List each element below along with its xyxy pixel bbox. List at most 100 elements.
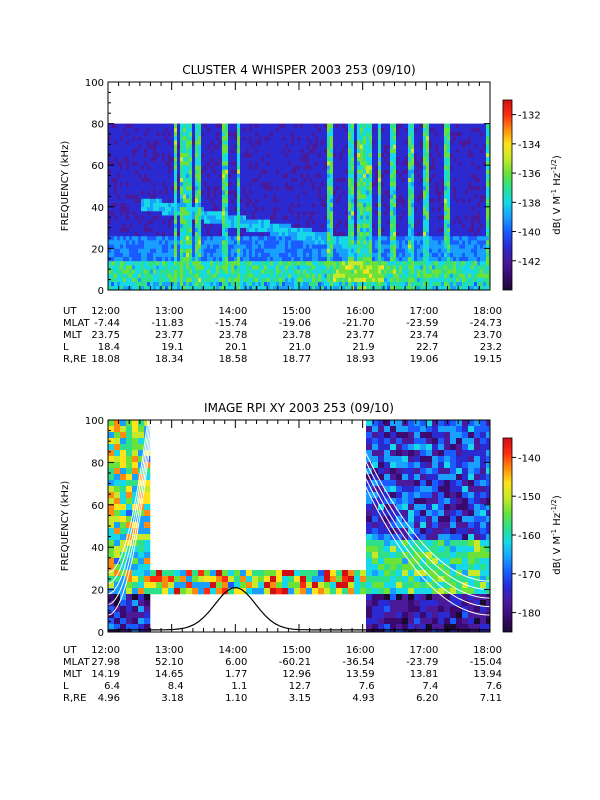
y-axis-label: FREQUENCY (kHz) (60, 481, 71, 572)
colorbar-label-part: ) (552, 155, 563, 159)
spectrogram-area (108, 420, 490, 632)
ephemeris-value: 23.78 (219, 330, 248, 341)
colorbar-label-part: -1/2 (550, 159, 558, 173)
y-tick-label: 80 (91, 120, 104, 131)
ephemeris-value: -60.21 (279, 657, 311, 668)
ephemeris-value: 1.1 (231, 681, 247, 692)
colorbar-label-part: -1/2 (550, 499, 558, 513)
ephemeris-value: 16:00 (346, 645, 375, 656)
ephemeris-row-label: MLAT (63, 657, 90, 668)
colorbar-tick-label: -142 (518, 257, 541, 268)
ephemeris-value: 3.15 (289, 693, 311, 704)
ephemeris-value: 17:00 (410, 306, 439, 317)
y-tick-label: 20 (91, 244, 104, 255)
ephemeris-value: -24.73 (470, 318, 502, 329)
chart-panel-1: CLUSTER 4 WHISPER 2003 253 (09/10) 0 20 40 6… (60, 63, 563, 365)
ephemeris-row-label: L (63, 342, 69, 353)
spectrogram-area (108, 123, 490, 290)
chart-title: IMAGE RPI XY 2003 253 (09/10) (204, 401, 394, 415)
ephemeris-value: 17:00 (410, 645, 439, 656)
ephemeris-row-label: MLAT (63, 318, 90, 329)
ephemeris-value: -15.74 (215, 318, 247, 329)
ephemeris-value: 4.93 (352, 693, 374, 704)
ephemeris-value: 18:00 (473, 645, 502, 656)
ephemeris-value: 52.10 (155, 657, 184, 668)
y-tick-label: 40 (91, 543, 104, 554)
ephemeris-value: 19.06 (410, 354, 439, 365)
chart-title: CLUSTER 4 WHISPER 2003 253 (09/10) (182, 63, 415, 77)
colorbar-label-part: Hz (552, 173, 563, 189)
ephemeris-value: 21.0 (289, 342, 311, 353)
ephemeris-row-label: MLT (63, 669, 83, 680)
colorbar-label-part: Hz (552, 513, 563, 529)
ephemeris-value: 18.93 (346, 354, 375, 365)
y-tick-label: 80 (91, 458, 104, 469)
ephemeris-value: -36.54 (342, 657, 374, 668)
colorbar-tick-label: -138 (518, 198, 541, 209)
colorbar-tick-label: -160 (518, 531, 541, 542)
model-curve (108, 420, 153, 605)
ephemeris-value: 14:00 (219, 645, 248, 656)
ephemeris-value: 7.4 (422, 681, 438, 692)
ephemeris-value: 6.4 (104, 681, 120, 692)
y-tick-label: 100 (85, 416, 104, 427)
ephemeris-value: 18.4 (98, 342, 120, 353)
ephemeris-value: 8.4 (168, 681, 184, 692)
ephemeris-value: 6.00 (225, 657, 247, 668)
model-curve (108, 420, 150, 584)
y-tick-label: 60 (91, 161, 104, 172)
ephemeris-value: -19.06 (279, 318, 311, 329)
ephemeris-value: 12:00 (91, 645, 120, 656)
model-curve (355, 466, 490, 616)
ephemeris-value: 13:00 (155, 306, 184, 317)
ephemeris-value: 15:00 (282, 306, 311, 317)
ephemeris-value: 23.77 (155, 330, 184, 341)
ephemeris-value: -21.70 (342, 318, 374, 329)
model-curve (108, 420, 152, 595)
ephemeris-value: 15:00 (282, 645, 311, 656)
ephemeris-row-label: R,RE (63, 693, 86, 704)
ephemeris-row-label: MLT (63, 330, 83, 341)
colorbar-label-part: -1 (550, 189, 558, 196)
colorbar-tick-label: -140 (518, 228, 541, 239)
ephemeris-value: -23.79 (406, 657, 438, 668)
ephemeris-value: 7.6 (359, 681, 375, 692)
ephemeris-value: 14.65 (155, 669, 184, 680)
ephemeris-row-label: L (63, 681, 69, 692)
colorbar-tick-label: -150 (518, 492, 541, 503)
ephemeris-value: 19.1 (161, 342, 183, 353)
ephemeris-value: 13.81 (410, 669, 439, 680)
ephemeris-value: 18.58 (219, 354, 248, 365)
model-curve (108, 420, 149, 574)
ephemeris-value: 7.11 (480, 693, 502, 704)
ephemeris-value: 1.77 (225, 669, 247, 680)
ephemeris-value: 23.2 (480, 342, 502, 353)
model-curve (108, 424, 154, 616)
ephemeris-value: 20.1 (225, 342, 247, 353)
model-curve (355, 449, 490, 599)
y-tick-label: 0 (98, 286, 104, 297)
ephemeris-value: 4.96 (98, 693, 120, 704)
y-axis-label: FREQUENCY (kHz) (60, 141, 71, 232)
model-curve (355, 440, 490, 591)
ephemeris-value: 1.10 (225, 693, 247, 704)
colorbar-tick-label: -140 (518, 453, 541, 464)
ephemeris-value: -7.44 (94, 318, 120, 329)
ephemeris-value: 27.98 (91, 657, 120, 668)
colorbar-tick-label: -136 (518, 169, 541, 180)
colorbar-label-part: ) (552, 495, 563, 499)
colorbar (502, 99, 513, 291)
y-tick-label: 40 (91, 203, 104, 214)
ephemeris-value: 18:00 (473, 306, 502, 317)
colorbar-label-part: -1 (550, 529, 558, 536)
ephemeris-value: 13.59 (346, 669, 375, 680)
colorbar-label: dB( V M-1 Hz-1/2) (550, 495, 563, 575)
model-curve (355, 432, 490, 582)
colorbar-label: dB( V M-1 Hz-1/2) (550, 155, 563, 235)
ephemeris-value: -15.04 (470, 657, 502, 668)
ephemeris-value: 3.18 (161, 693, 183, 704)
ephemeris-value: 23.70 (473, 330, 502, 341)
y-tick-label: 20 (91, 586, 104, 597)
y-tick-label: 100 (85, 78, 104, 89)
